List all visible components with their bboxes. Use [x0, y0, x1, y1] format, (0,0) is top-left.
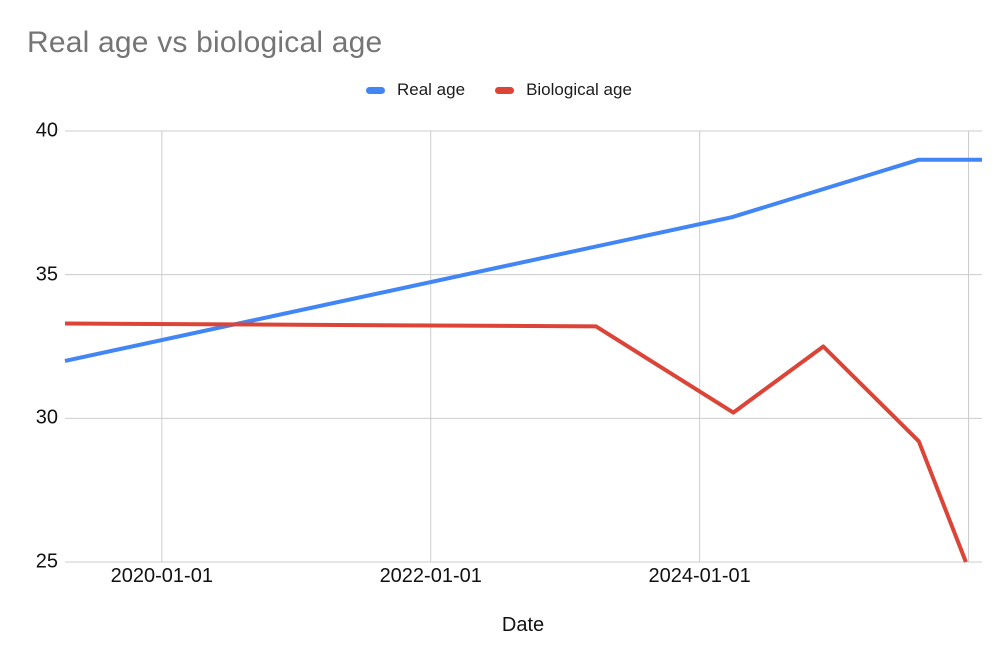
- series-line-real-age: [64, 157, 982, 363]
- x-axis-title: Date: [501, 614, 545, 636]
- real-age-series-swatch-icon: [366, 86, 385, 94]
- y-axis-tick-label: 25: [35, 550, 58, 573]
- chart-title: Real age vs biological age: [27, 26, 383, 59]
- y-axis-tick-label: 30: [35, 406, 58, 429]
- series-line-biological-age: [64, 321, 968, 563]
- biological-age-series-swatch-icon: [495, 86, 515, 94]
- x-axis-tick-label: 2022-01-01: [379, 565, 482, 587]
- x-axis-tick-label: 2024-01-01: [648, 565, 751, 587]
- legend-item-biological-age: Biological age: [495, 80, 632, 100]
- legend-item-real-age: Real age: [366, 80, 465, 100]
- y-axis-tick-label: 35: [35, 263, 58, 286]
- x-axis-tick-label: 2020-01-01: [110, 565, 213, 587]
- legend-label-real-age: Real age: [397, 80, 466, 99]
- chart-legend: Real age Biological age: [366, 80, 632, 100]
- y-axis-tick-label: 40: [35, 119, 58, 142]
- legend-label-biological-age: Biological age: [526, 80, 632, 99]
